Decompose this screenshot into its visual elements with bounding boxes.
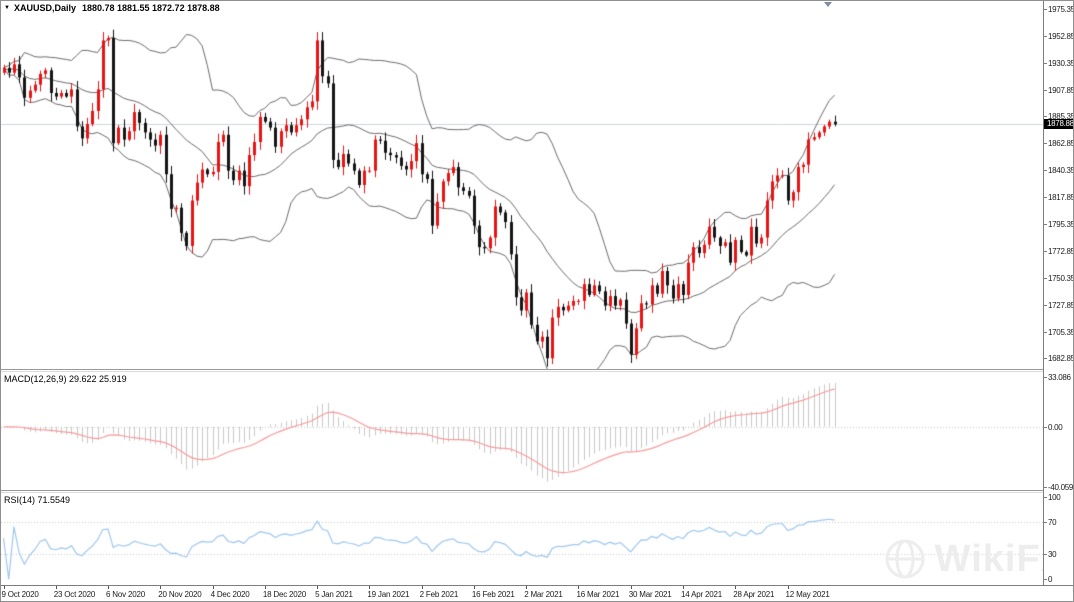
axis-tick bbox=[1044, 426, 1047, 428]
main-chart-canvas[interactable] bbox=[1, 1, 1043, 369]
date-tick bbox=[369, 586, 370, 589]
watermark: WikiFX bbox=[883, 537, 1067, 581]
axis-tick bbox=[1044, 487, 1047, 488]
date-tick bbox=[317, 586, 318, 589]
panel-separator-macd[interactable] bbox=[1, 369, 1073, 372]
price-axis-label: 1840.35 bbox=[1048, 166, 1074, 176]
price-axis[interactable]: 1878.88 1975.35 1952.85 1930.35 1907.85 1885… bbox=[1043, 1, 1074, 585]
current-price-tag: 1878.88 bbox=[1044, 119, 1073, 130]
globe-icon bbox=[885, 539, 925, 579]
price-axis-label: 1705.35 bbox=[1048, 327, 1074, 337]
rsi-axis-label: 70 bbox=[1048, 517, 1057, 527]
price-axis-label: 1682.85 bbox=[1048, 354, 1074, 364]
axis-tick bbox=[1044, 358, 1047, 360]
autoscroll-marker-icon[interactable] bbox=[824, 2, 832, 7]
rsi-canvas[interactable] bbox=[1, 493, 1043, 585]
date-tick bbox=[735, 586, 736, 589]
price-axis-label: 1817.85 bbox=[1048, 193, 1074, 203]
date-label: 16 Mar 2021 bbox=[576, 590, 620, 599]
axis-tick bbox=[1044, 554, 1047, 556]
axis-tick bbox=[1044, 143, 1047, 145]
date-tick bbox=[631, 586, 632, 589]
date-tick bbox=[526, 586, 527, 589]
axis-tick bbox=[1044, 250, 1047, 252]
date-tick bbox=[265, 586, 266, 589]
date-tick bbox=[683, 586, 684, 589]
price-axis-label: 1952.85 bbox=[1048, 31, 1074, 41]
rsi-label: RSI(14) 71.5549 bbox=[4, 495, 71, 505]
date-label: 9 Oct 2020 bbox=[1, 590, 39, 599]
date-tick bbox=[578, 586, 579, 589]
date-tick bbox=[4, 586, 5, 589]
price-axis-label: 1862.85 bbox=[1048, 139, 1074, 149]
rsi-axis-label: 0 bbox=[1048, 575, 1053, 584]
price-axis-label: 1727.85 bbox=[1048, 300, 1074, 310]
date-label: 12 May 2021 bbox=[785, 590, 830, 599]
date-label: 2 Feb 2021 bbox=[419, 590, 459, 599]
axis-tick bbox=[1044, 331, 1047, 333]
price-axis-label: 1750.35 bbox=[1048, 273, 1074, 283]
time-axis[interactable]: 9 Oct 2020 23 Oct 2020 6 Nov 2020 20 Nov 20… bbox=[1, 585, 1073, 601]
axis-tick bbox=[1044, 304, 1047, 306]
date-tick bbox=[422, 586, 423, 589]
axis-tick bbox=[1044, 277, 1047, 279]
date-label: 19 Jan 2021 bbox=[367, 590, 410, 599]
axis-tick bbox=[1044, 116, 1047, 118]
axis-tick bbox=[1044, 579, 1047, 580]
rsi-axis-label: 100 bbox=[1048, 493, 1061, 502]
ohlc-values: 1880.78 1881.55 1872.72 1878.88 bbox=[81, 3, 220, 13]
axis-tick bbox=[1044, 197, 1047, 199]
price-axis-label: 1885.35 bbox=[1048, 112, 1074, 122]
date-label: 14 Apr 2021 bbox=[681, 590, 722, 599]
axis-tick bbox=[1044, 497, 1047, 498]
date-label: 30 Mar 2021 bbox=[628, 590, 672, 599]
symbol-label: XAUUSD,Daily bbox=[13, 3, 76, 13]
panel-separator-rsi[interactable] bbox=[1, 490, 1073, 493]
date-label: 5 Jan 2021 bbox=[315, 590, 353, 599]
date-label: 18 Dec 2020 bbox=[262, 590, 307, 599]
date-label: 4 Dec 2020 bbox=[210, 590, 250, 599]
macd-axis-label: 0.00 bbox=[1048, 422, 1063, 432]
date-label: 6 Nov 2020 bbox=[106, 590, 145, 599]
price-axis-label: 1930.35 bbox=[1048, 58, 1074, 68]
price-axis-label: 1975.35 bbox=[1048, 4, 1074, 14]
chart-title: ▼ XAUUSD,Daily 1880.78 1881.55 1872.72 187… bbox=[4, 3, 220, 13]
date-tick bbox=[788, 586, 789, 589]
date-label: 23 Oct 2020 bbox=[53, 590, 96, 599]
date-tick bbox=[474, 586, 475, 589]
axis-tick bbox=[1044, 377, 1047, 378]
axis-tick bbox=[1044, 35, 1047, 37]
macd-axis-label: 33.086 bbox=[1048, 373, 1071, 382]
date-label: 16 Feb 2021 bbox=[471, 590, 515, 599]
date-label: 2 Mar 2021 bbox=[524, 590, 563, 599]
collapse-arrow-icon[interactable]: ▼ bbox=[4, 5, 10, 11]
price-axis-label: 1907.85 bbox=[1048, 85, 1074, 95]
date-tick bbox=[213, 586, 214, 589]
macd-canvas[interactable] bbox=[1, 372, 1043, 490]
rsi-axis-label: 30 bbox=[1048, 550, 1057, 560]
axis-tick bbox=[1044, 8, 1047, 10]
price-axis-label: 1795.35 bbox=[1048, 220, 1074, 229]
date-tick bbox=[160, 586, 161, 589]
date-label: 28 Apr 2021 bbox=[733, 590, 775, 599]
axis-tick bbox=[1044, 521, 1047, 523]
axis-tick bbox=[1044, 89, 1047, 91]
macd-axis-label: -40.059 bbox=[1048, 483, 1074, 492]
axis-tick bbox=[1044, 62, 1047, 64]
axis-tick bbox=[1044, 224, 1047, 225]
price-axis-label: 1772.85 bbox=[1048, 246, 1074, 256]
axis-tick bbox=[1044, 170, 1047, 172]
date-tick bbox=[56, 586, 57, 589]
date-label: 20 Nov 2020 bbox=[158, 590, 202, 599]
date-tick bbox=[108, 586, 109, 589]
macd-label: MACD(12,26,9) 29.622 25.919 bbox=[4, 374, 127, 384]
